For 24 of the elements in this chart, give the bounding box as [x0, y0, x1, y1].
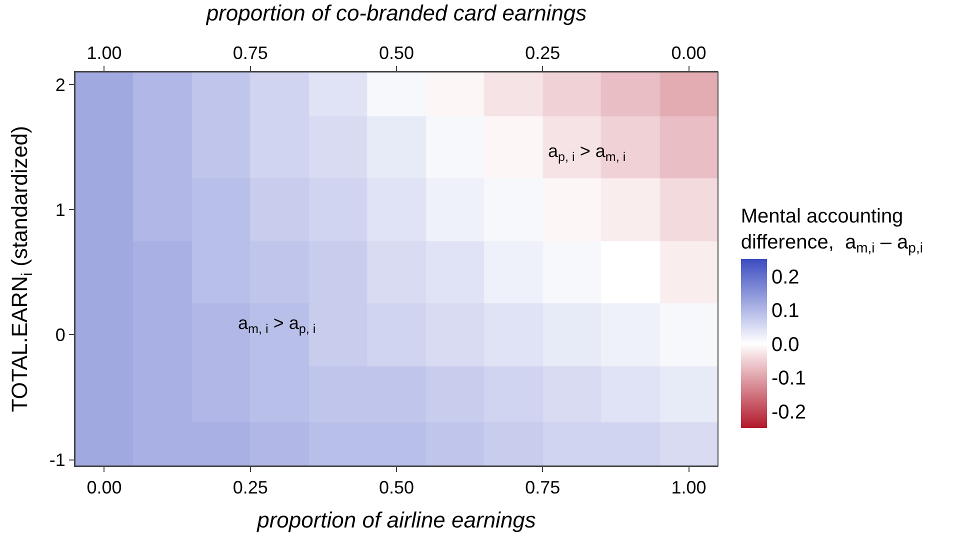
- y-tick-label: -1: [49, 450, 66, 470]
- x2-tick-label: 1.00: [86, 42, 122, 63]
- color-bar-title: Mental accounting difference, a$_{m,i}$ – a$_{p,i}$: [740, 205, 923, 256]
- color-bar-label: 0.0: [772, 334, 800, 356]
- color-bar-label: -0.1: [772, 368, 806, 390]
- y-tick-label: 0: [55, 324, 66, 345]
- x2-tick-label: 0.75: [232, 42, 268, 63]
- y-tick-label: 2: [55, 74, 66, 95]
- x2-tick-label: 0.25: [525, 42, 560, 63]
- annotation: a$_{m, i}$ > a$_{p, i}$: [238, 313, 316, 336]
- x2-tick-label: 0.50: [378, 42, 414, 63]
- x2-axis-title: proportion of co-branded card earnings: [205, 0, 587, 26]
- x-tick-label: 0.00: [86, 478, 122, 498]
- color-bar-label: -0.2: [772, 401, 806, 424]
- color-bar-label: 0.2: [772, 266, 800, 288]
- x-tick-label: 0.25: [232, 478, 268, 498]
- annotation: a$_{p, i}$ > a$_{m, i}$: [548, 141, 626, 164]
- x-tick-label: 0.50: [378, 478, 414, 498]
- x-tick-label: 0.75: [525, 478, 560, 498]
- x2-tick-label: 0.00: [671, 42, 706, 63]
- y-tick-label: 1: [55, 200, 66, 220]
- color-bar-label: 0.1: [772, 300, 800, 322]
- x-axis-title: proportion of airline earnings: [256, 508, 536, 532]
- x-tick-label: 1.00: [671, 478, 706, 498]
